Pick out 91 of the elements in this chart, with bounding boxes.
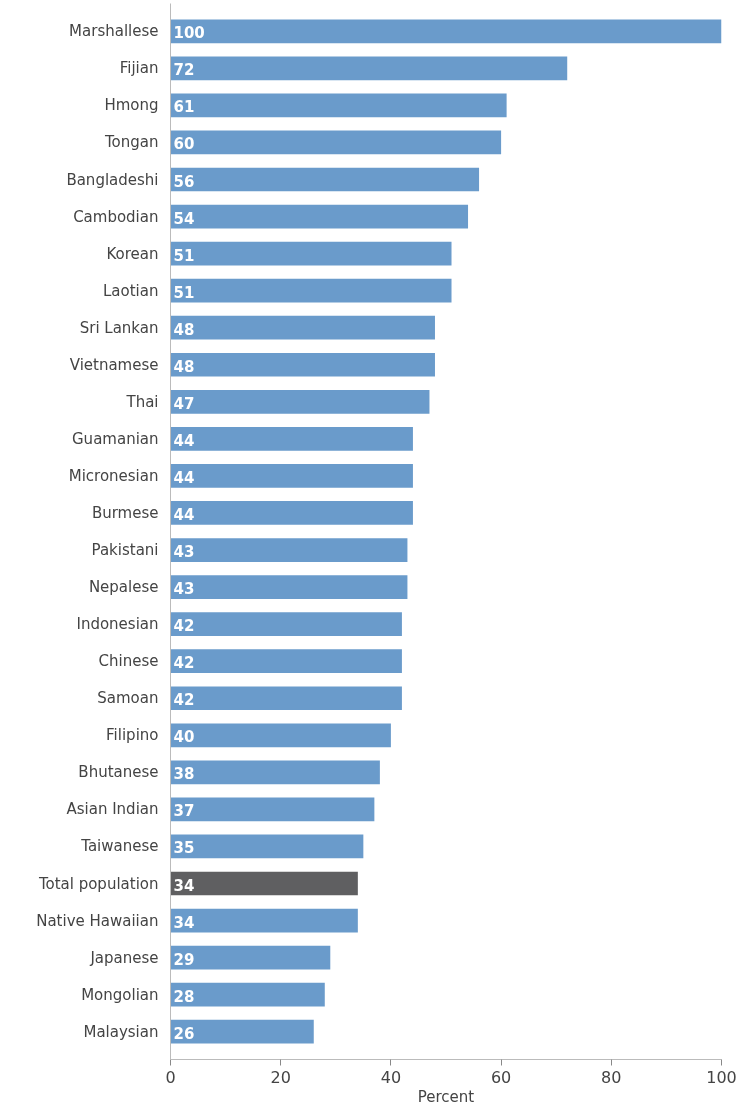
y-tick-label: Guamanian: [72, 429, 159, 448]
data-label: 47: [173, 394, 195, 413]
bar: [170, 56, 568, 81]
data-label: 42: [173, 654, 195, 673]
bar: [170, 982, 325, 1007]
data-label: 34: [173, 876, 195, 895]
data-label: 60: [173, 135, 195, 154]
bar: [170, 575, 408, 599]
data-label: 38: [173, 765, 195, 784]
y-tick-label: Cambodian: [73, 207, 159, 226]
x-tick-label: 80: [601, 1067, 622, 1087]
y-tick-label: Nepalese: [88, 578, 159, 597]
bar: [170, 352, 435, 377]
bar: [170, 649, 402, 674]
data-label: 26: [173, 1024, 195, 1043]
data-label: 34: [173, 913, 195, 932]
y-tick-label: Bangladeshi: [66, 170, 159, 189]
bar: [170, 908, 358, 933]
bar: [170, 93, 507, 118]
bar: [170, 501, 413, 525]
y-tick-label: Native Hawaiian: [36, 911, 159, 930]
data-label: 28: [173, 987, 195, 1006]
y-tick-label: Thai: [125, 392, 159, 411]
x-tick-label: 20: [270, 1067, 291, 1087]
bar: [170, 19, 722, 44]
x-tick-label: 40: [380, 1067, 402, 1087]
y-tick-label: Sri Lankan: [79, 318, 159, 337]
data-label: 35: [173, 839, 195, 858]
data-label: 56: [173, 172, 195, 191]
data-label: 72: [173, 61, 195, 80]
data-label: 48: [173, 320, 195, 339]
y-tick-label: Fijian: [119, 59, 159, 78]
y-tick-label: Bhutanese: [78, 763, 159, 782]
data-label: 29: [173, 950, 195, 969]
y-tick-label: Hmong: [104, 96, 159, 115]
bar: [170, 686, 402, 711]
data-label: 51: [173, 246, 195, 265]
data-label: 43: [173, 580, 195, 599]
y-tick-label: Chinese: [98, 652, 159, 671]
y-tick-label: Burmese: [91, 503, 159, 522]
bar: [170, 130, 502, 155]
y-tick-label: Indonesian: [76, 615, 159, 634]
bar: [170, 464, 413, 488]
bar: [170, 723, 391, 748]
bar: [170, 389, 430, 414]
data-label: 54: [173, 209, 195, 228]
bar: [170, 760, 380, 785]
bar: [170, 945, 331, 970]
y-tick-label: Asian Indian: [66, 800, 159, 819]
y-tick-label: Malaysian: [83, 1022, 159, 1041]
x-axis-title: Percent: [417, 1087, 475, 1106]
bar: [170, 427, 413, 451]
data-label: 44: [173, 431, 195, 450]
bar: [170, 797, 375, 822]
data-label: 44: [173, 468, 195, 487]
bar: [170, 538, 408, 562]
y-tick-label: Japanese: [89, 948, 159, 967]
bar: [170, 241, 452, 266]
y-tick-label: Total population: [37, 874, 159, 893]
bar: [170, 1019, 314, 1044]
bar: [170, 278, 452, 303]
y-tick-label: Filipino: [106, 726, 159, 745]
bar: [170, 315, 435, 340]
y-tick-label: Laotian: [103, 281, 159, 300]
x-tick-label: 60: [490, 1067, 512, 1087]
bar: [170, 834, 364, 859]
data-label: 42: [173, 617, 195, 636]
bar: [170, 612, 402, 636]
y-tick-label: Tongan: [103, 133, 159, 152]
data-label: 100: [173, 24, 205, 43]
data-label: 61: [173, 98, 195, 117]
data-label: 42: [173, 691, 195, 710]
y-tick-label: Micronesian: [68, 466, 159, 485]
data-label: 37: [173, 802, 195, 821]
x-tick-label: 100: [706, 1067, 737, 1087]
data-label: 43: [173, 543, 195, 562]
bar: [170, 871, 358, 896]
y-tick-label: Pakistani: [91, 541, 159, 560]
y-tick-label: Vietnamese: [69, 355, 159, 374]
data-label: 51: [173, 283, 195, 302]
data-label: 44: [173, 505, 195, 524]
data-label: 48: [173, 357, 195, 376]
bar: [170, 167, 480, 192]
y-tick-label: Samoan: [97, 689, 159, 708]
bar: [170, 204, 469, 229]
y-tick-label: Korean: [106, 244, 159, 263]
x-tick-label: 0: [165, 1067, 176, 1087]
y-tick-label: Marshallese: [69, 22, 159, 41]
data-label: 40: [173, 728, 195, 747]
y-tick-label: Mongolian: [81, 985, 159, 1004]
y-tick-label: Taiwanese: [80, 837, 159, 856]
